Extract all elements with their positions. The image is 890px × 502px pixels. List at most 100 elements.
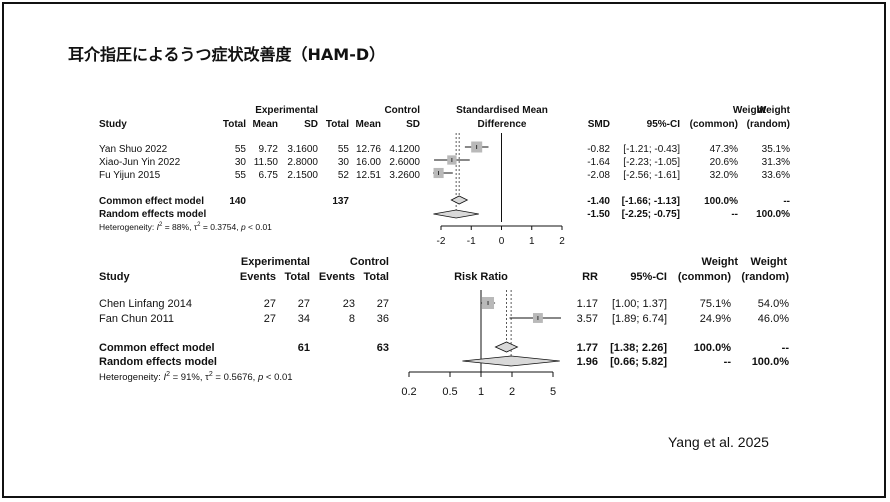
weight-random: 54.0% — [758, 298, 789, 310]
c-total: 36 — [377, 313, 389, 325]
pooled-c-total: 63 — [377, 342, 389, 354]
weight-common: 32.0% — [710, 170, 738, 181]
e-total: 27 — [298, 298, 310, 310]
pooled-label: Random effects model — [99, 209, 206, 220]
table-row: Fan Chun 2011 27 34 8 36 3.57 [1.89; 6.7… — [99, 313, 789, 325]
c-events: 8 — [349, 313, 355, 325]
pooled-ci: [-1.66; -1.13] — [622, 196, 680, 207]
pooled-row-common: Common effect model 61 63 1.77 [1.38; 2.… — [99, 342, 789, 354]
e-total: 30 — [235, 157, 247, 168]
smd-header-e-mean: Mean — [252, 119, 278, 130]
e-mean: 6.75 — [259, 170, 279, 181]
forest-plot-rr: Experimental Control Weight Weight Study… — [99, 256, 789, 398]
e-events: 27 — [264, 313, 276, 325]
pooled-c-total: 137 — [332, 196, 349, 207]
smd-header-e-sd: SD — [304, 119, 318, 130]
smd-header-experimental: Experimental — [255, 105, 318, 116]
random-effect-diamond — [462, 355, 560, 367]
pooled-effect: 1.96 — [577, 356, 598, 368]
het-p-symbol: p — [257, 372, 263, 383]
het-p-value: < 0.01 — [246, 222, 273, 232]
smd-header-weight-common-2: (common) — [690, 119, 738, 130]
citation: Yang et al. 2025 — [668, 434, 769, 450]
smd-header-c-sd: SD — [406, 119, 420, 130]
pooled-effect: -1.50 — [587, 209, 610, 220]
ci-value: [-1.21; -0.43] — [623, 144, 680, 155]
common-effect-diamond — [450, 195, 469, 205]
rr-plot-area: 0.2 0.5 1 2 5 — [401, 290, 561, 398]
het-p-symbol: p — [240, 222, 246, 232]
rr-header-e-total: Total — [285, 271, 310, 283]
smd-header: Experimental Control Standardised Mean W… — [99, 105, 791, 130]
table-row: Chen Linfang 2014 27 27 23 27 1.17 [1.00… — [99, 298, 789, 310]
pooled-e-total: 61 — [298, 342, 310, 354]
smd-plot-area: -2 -1 0 1 2 — [433, 133, 565, 247]
pooled-label: Random effects model — [99, 356, 217, 368]
het-i2-symbol: I — [163, 372, 166, 383]
pooled-row-common: Common effect model 140 137 -1.40 [-1.66… — [99, 196, 790, 207]
het-prefix: Heterogeneity: — [99, 222, 157, 232]
x-tick-label: -2 — [437, 236, 446, 247]
ci-value: [1.00; 1.37] — [612, 298, 667, 310]
ci-value: [-2.56; -1.61] — [623, 170, 680, 181]
random-effect-diamond — [433, 209, 479, 219]
c-total: 27 — [377, 298, 389, 310]
x-tick-label: 0.2 — [401, 386, 416, 398]
x-tick-label: -1 — [467, 236, 476, 247]
pooled-ci: [1.38; 2.26] — [610, 342, 667, 354]
weight-random: 31.3% — [762, 157, 790, 168]
het-prefix: Heterogeneity: — [99, 372, 163, 383]
table-row: Yan Shuo 2022 55 9.72 3.1600 55 12.76 4.… — [99, 144, 790, 155]
pooled-weight-common: -- — [731, 209, 738, 220]
x-tick-label: 1 — [478, 386, 484, 398]
e-total: 55 — [235, 170, 247, 181]
smd-header-c-mean: Mean — [355, 119, 381, 130]
e-mean: 11.50 — [254, 157, 279, 168]
weight-random: 33.6% — [762, 170, 790, 181]
het-i2-sup: 2 — [166, 371, 170, 378]
pooled-weight-common: -- — [724, 356, 732, 368]
rr-study-rows: Chen Linfang 2014 27 27 23 27 1.17 [1.00… — [99, 298, 789, 325]
pooled-label: Common effect model — [99, 196, 204, 207]
effect-value: 3.57 — [577, 313, 598, 325]
x-tick-label: 1 — [529, 236, 535, 247]
study-name: Fan Chun 2011 — [99, 313, 174, 325]
smd-header-c-total: Total — [326, 119, 349, 130]
c-mean: 12.51 — [356, 170, 381, 181]
rr-heterogeneity: Heterogeneity: I2 = 91%, τ2 = 0.5676, p … — [99, 371, 293, 383]
pooled-weight-random: -- — [782, 342, 790, 354]
table-row: Fu Yijun 2015 55 6.75 2.1500 52 12.51 3.… — [99, 170, 790, 181]
pooled-e-total: 140 — [229, 196, 246, 207]
rr-header-weight-random-2: (random) — [741, 271, 789, 283]
e-mean: 9.72 — [259, 144, 279, 155]
rr-header-weight-random-1: Weight — [751, 256, 788, 268]
pooled-weight-random: 100.0% — [752, 356, 790, 368]
effect-value: 1.17 — [577, 298, 598, 310]
pooled-weight-random: -- — [783, 196, 790, 207]
het-tau-sup: 2 — [197, 222, 201, 228]
pooled-effect: 1.77 — [577, 342, 598, 354]
pooled-effect: -1.40 — [587, 196, 610, 207]
pooled-row-random: Random effects model -1.50 [-2.25; -0.75… — [99, 209, 790, 220]
study-name: Xiao-Jun Yin 2022 — [99, 157, 181, 168]
forest-plot-smd: Experimental Control Standardised Mean W… — [99, 105, 791, 247]
smd-header-e-total: Total — [223, 119, 246, 130]
study-name: Chen Linfang 2014 — [99, 298, 192, 310]
het-i2-sup: 2 — [159, 222, 163, 228]
effect-value: -1.64 — [587, 157, 610, 168]
rr-header-c-total: Total — [364, 271, 389, 283]
ci-value: [-2.23; -1.05] — [623, 157, 680, 168]
c-total: 55 — [338, 144, 350, 155]
smd-header-weight-random-2: (random) — [747, 119, 790, 130]
weight-common: 47.3% — [710, 144, 738, 155]
rr-header-control: Control — [350, 256, 389, 268]
het-i2-symbol: I — [157, 222, 160, 232]
pooled-label: Common effect model — [99, 342, 215, 354]
e-total: 34 — [298, 313, 310, 325]
smd-header-control: Control — [384, 105, 420, 116]
x-tick-label: 0 — [499, 236, 505, 247]
e-total: 55 — [235, 144, 247, 155]
rr-header-plot-title: Risk Ratio — [454, 271, 508, 283]
x-tick-label: 2 — [559, 236, 565, 247]
